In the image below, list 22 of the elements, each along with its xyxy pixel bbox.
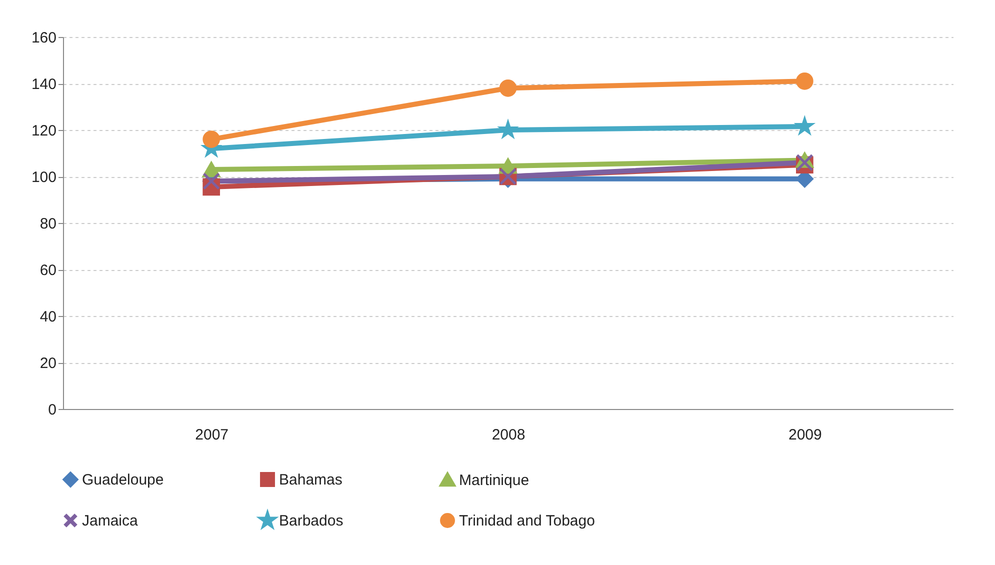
y-tick-label: 40 [40, 308, 56, 326]
legend-label: Jamaica [82, 512, 139, 530]
point [499, 80, 517, 97]
y-tick-label: 120 [31, 122, 56, 140]
legend-label: Guadeloupe [82, 472, 164, 489]
legend-label: Barbados [279, 512, 344, 530]
point [202, 130, 220, 148]
legend-label: Trinidad and Tobago [459, 512, 595, 530]
y-tick-label: 60 [40, 262, 56, 279]
y-tick-label: 80 [40, 216, 56, 232]
y-tick-label: 0 [48, 402, 56, 418]
legend-label: Martinique [459, 472, 530, 489]
y-tick-label: 100 [31, 169, 56, 186]
y-tick-label: 160 [31, 30, 56, 46]
x-tick-label: 2007 [195, 426, 229, 444]
x-tick-label: 2009 [788, 426, 822, 444]
x-tick-label: 2008 [492, 426, 526, 444]
y-tick-label: 140 [31, 76, 56, 93]
point [202, 162, 220, 178]
legend-label: Bahamas [279, 472, 342, 489]
point [796, 72, 814, 90]
y-tick-label: 20 [40, 355, 56, 372]
